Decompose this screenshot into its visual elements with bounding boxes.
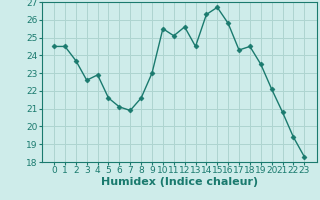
X-axis label: Humidex (Indice chaleur): Humidex (Indice chaleur) [100,177,258,187]
